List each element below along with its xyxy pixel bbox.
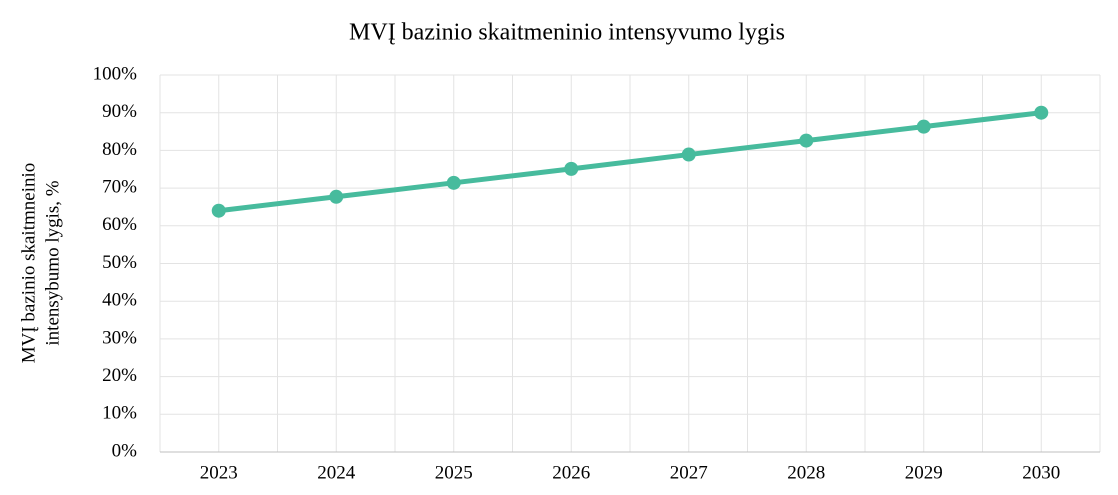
- y-tick-label: 10%: [102, 403, 137, 424]
- y-tick-label: 80%: [102, 139, 137, 160]
- y-tick-label: 50%: [102, 252, 137, 273]
- x-tick-label: 2027: [670, 462, 708, 483]
- x-tick-label: 2024: [317, 462, 356, 483]
- data-point: [916, 119, 931, 134]
- x-tick-label: 2025: [435, 462, 473, 483]
- x-tick-label: 2029: [905, 462, 943, 483]
- data-point: [681, 147, 696, 162]
- data-point: [799, 133, 814, 148]
- data-point: [211, 203, 226, 218]
- y-tick-label: 20%: [102, 365, 137, 386]
- x-tick-label: 2030: [1022, 462, 1060, 483]
- y-tick-label: 90%: [102, 101, 137, 122]
- x-tick-label: 2028: [787, 462, 825, 483]
- data-point: [446, 175, 461, 190]
- x-tick-label: 2023: [200, 462, 238, 483]
- y-tick-label: 40%: [102, 290, 137, 311]
- x-tick-label: 2026: [552, 462, 590, 483]
- data-point: [1034, 105, 1049, 120]
- data-point: [329, 189, 344, 204]
- y-tick-label: 60%: [102, 214, 137, 235]
- y-tick-label: 70%: [102, 176, 137, 197]
- y-tick-label: 30%: [102, 327, 137, 348]
- y-tick-label: 0%: [112, 440, 138, 461]
- line-series: [218, 110, 1042, 214]
- y-tick-label: 100%: [93, 63, 138, 84]
- y-axis-label: MVĮ bazinio skaitmneinio: [18, 163, 39, 364]
- y-axis-label: intensybumo lygis, %: [42, 180, 63, 345]
- data-point: [564, 161, 579, 176]
- chart-title: MVĮ bazinio skaitmeninio intensyvumo lyg…: [349, 20, 785, 46]
